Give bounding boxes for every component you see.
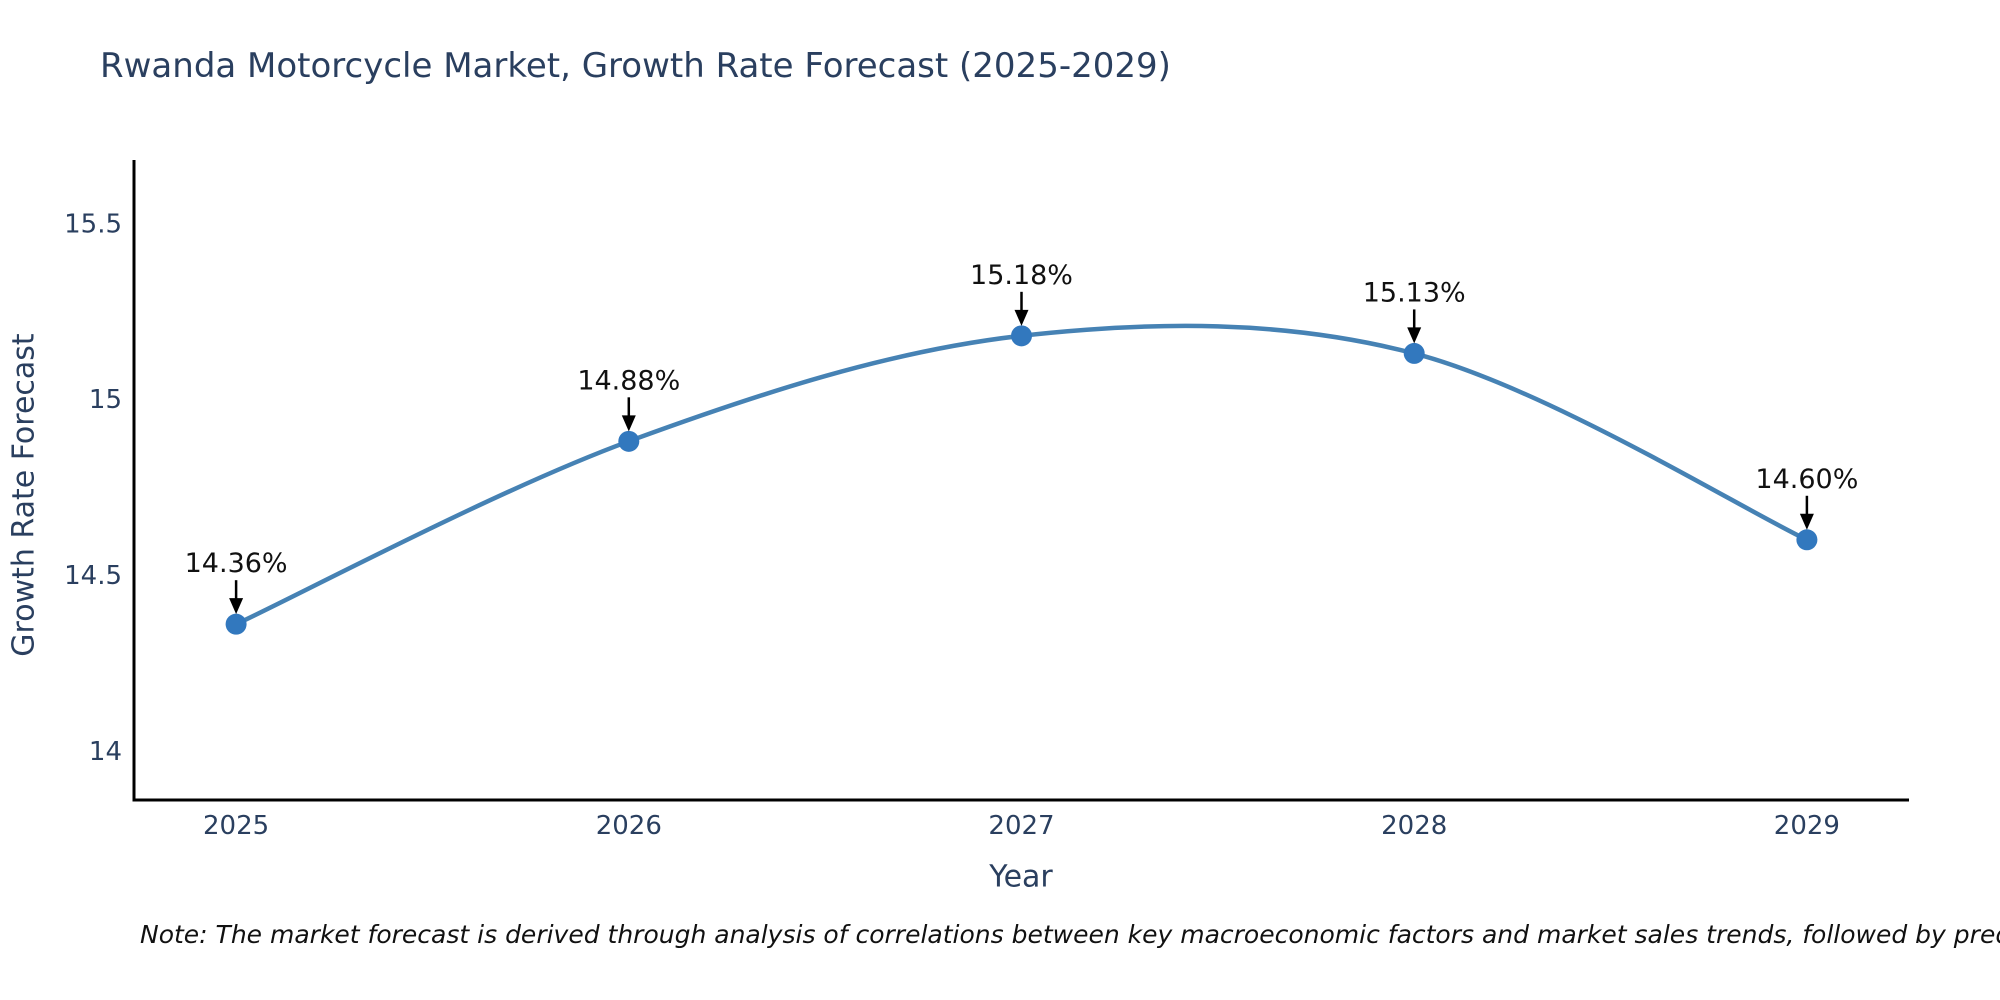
data-label: 14.88% <box>577 365 680 396</box>
data-point-marker <box>225 613 247 635</box>
series-line <box>233 323 1810 627</box>
data-label: 15.13% <box>1363 277 1466 308</box>
y-tick-label: 14 <box>89 737 122 767</box>
chart-title: Rwanda Motorcycle Market, Growth Rate Fo… <box>100 46 1171 86</box>
y-tick-label: 14.5 <box>64 561 122 591</box>
footnote: Note: The market forecast is derived thr… <box>140 920 2000 949</box>
data-label: 14.60% <box>1755 464 1858 495</box>
x-tick-label: 2028 <box>1381 811 1447 841</box>
data-point-marker <box>1403 342 1425 364</box>
data-point-marker <box>618 430 640 452</box>
annotation-arrowhead <box>1799 513 1814 530</box>
x-tick-label: 2027 <box>988 811 1054 841</box>
annotation-arrowhead <box>1014 309 1029 326</box>
data-label: 15.18% <box>970 260 1073 291</box>
data-label: 14.36% <box>185 548 288 579</box>
x-tick-label: 2026 <box>596 811 662 841</box>
data-point-marker <box>1796 529 1818 551</box>
y-tick-label: 15.5 <box>64 209 122 239</box>
data-point-marker <box>1011 325 1032 347</box>
x-axis-title: Year <box>989 859 1053 895</box>
annotation-arrowhead <box>1407 327 1422 344</box>
annotation-arrowhead <box>229 598 244 615</box>
annotation-arrowhead <box>621 415 636 432</box>
y-tick-label: 15 <box>89 385 122 415</box>
x-tick-label: 2029 <box>1774 811 1840 841</box>
x-tick-label: 2025 <box>203 811 269 841</box>
